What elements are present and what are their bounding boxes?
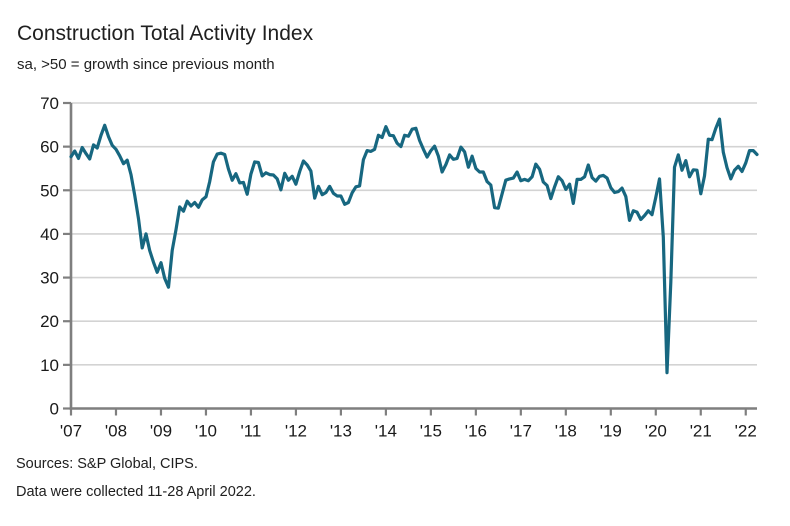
- x-tick-label: '22: [735, 422, 757, 441]
- x-tick-label: '16: [465, 422, 487, 441]
- x-tick-label: '15: [420, 422, 442, 441]
- y-tick-label: 50: [40, 181, 59, 200]
- x-tick-label: '09: [150, 422, 172, 441]
- x-tick-label: '21: [690, 422, 712, 441]
- x-tick-label: '14: [375, 422, 397, 441]
- x-tick-label: '12: [285, 422, 307, 441]
- x-tick-label: '11: [240, 422, 261, 441]
- y-tick-label: 40: [40, 225, 59, 244]
- activity-index-series-line: [69, 117, 759, 375]
- y-tick-label: 20: [40, 312, 59, 331]
- y-tick-label: 30: [40, 269, 59, 288]
- x-tick-label: '08: [105, 422, 127, 441]
- x-tick-label: '17: [510, 422, 532, 441]
- y-tick-label: 0: [50, 400, 59, 419]
- y-tick-label: 60: [40, 138, 59, 157]
- chart-title: Construction Total Activity Index: [17, 22, 314, 45]
- x-tick-label: '13: [330, 422, 352, 441]
- chart-subtitle: sa, >50 = growth since previous month: [17, 56, 275, 73]
- x-tick-label: '07: [60, 422, 82, 441]
- x-tick-label: '19: [600, 422, 622, 441]
- x-tick-label: '10: [195, 422, 217, 441]
- y-tick-label: 10: [40, 356, 59, 375]
- y-tick-label: 70: [40, 94, 59, 113]
- sources-note: Sources: S&P Global, CIPS.: [16, 456, 198, 472]
- collection-note: Data were collected 11-28 April 2022.: [16, 484, 256, 500]
- x-tick-label: '18: [555, 422, 577, 441]
- x-tick-label: '20: [645, 422, 667, 441]
